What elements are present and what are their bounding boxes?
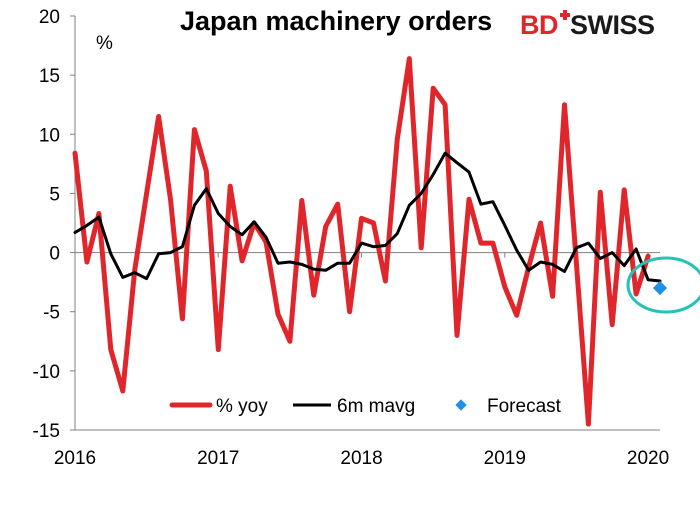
x-tick-label: 2020: [627, 448, 669, 469]
y-axis-unit: %: [96, 33, 113, 54]
y-tick-label: 10: [39, 125, 60, 146]
y-tick-label: 15: [39, 66, 60, 87]
legend-forecast-label: Forecast: [487, 396, 562, 417]
forecast-highlight-ellipse: [626, 256, 700, 314]
x-tick-label: 2016: [54, 448, 96, 469]
brand-logo: BD SWISS: [520, 10, 655, 41]
y-tick-label: 5: [49, 184, 60, 205]
x-tick-label: 2017: [197, 448, 239, 469]
chart-title: Japan machinery orders: [180, 6, 493, 36]
x-tick-label: 2019: [484, 448, 526, 469]
y-tick-label: -15: [33, 421, 60, 442]
y-tick-label: 0: [49, 244, 60, 265]
x-tick-label: 2018: [340, 448, 382, 469]
y-tick-label: -5: [43, 303, 60, 324]
logo-text-bd: BD: [520, 10, 559, 40]
forecast-point: [652, 280, 668, 296]
logo-cross-icon: [560, 10, 570, 20]
logo-text-swiss: SWISS: [570, 10, 655, 40]
y-tick-label: 20: [39, 7, 60, 28]
yoy-series-line: [72, 56, 651, 427]
legend-mavg-label: 6m mavg: [337, 396, 415, 417]
legend-forecast-swatch: [455, 399, 467, 411]
y-tick-label: -10: [33, 362, 60, 383]
legend-yoy-label: % yoy: [216, 396, 268, 417]
mavg-series-line: [73, 151, 662, 283]
